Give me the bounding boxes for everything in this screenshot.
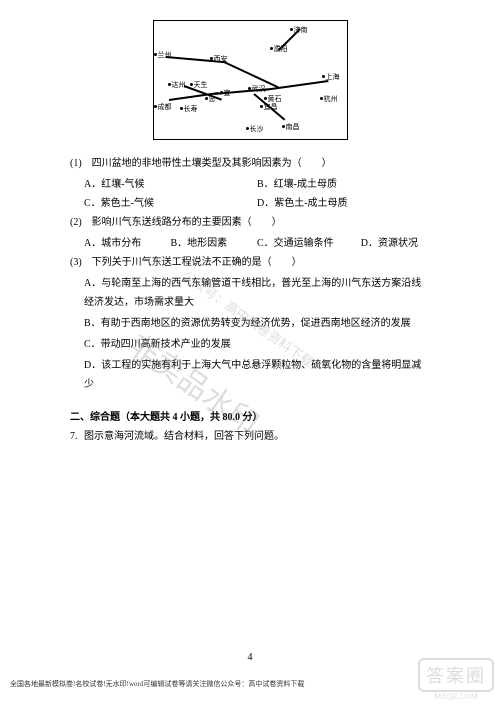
q7: 7.图示意海河流域。结合材料，回答下列问题。 <box>70 427 430 446</box>
map-city-dot <box>154 53 157 56</box>
q1-opt-b: B．红壤-成土母质 <box>257 175 430 194</box>
q3-opt-a: A．与轮南至上海的西气东输管道干线相比，普光至上海的川气东送方案沿线经济发达，市… <box>70 274 430 312</box>
map-label: 上海 <box>326 71 340 84</box>
q3-opt-b: B．有助于西南地区的资源优势转变为经济优势，促进西南地区经济的发展 <box>70 314 430 333</box>
corner-watermark-url: MXQE.COM <box>418 692 494 701</box>
map-city-dot <box>270 47 273 50</box>
q3-opt-d: D．该工程的实施有利于上海大气中总悬浮颗粒物、硫氧化物的含量将明显减少 <box>70 356 430 394</box>
map-label: 南昌 <box>286 121 300 134</box>
corner-watermark: 答案圈 MXQE.COM <box>418 658 494 701</box>
q2-opt-d: D．资源状况 <box>361 234 430 253</box>
map-city-dot <box>246 127 249 130</box>
map-city-dot <box>248 87 251 90</box>
map-label: 成都 <box>158 101 172 114</box>
q2-options: A．城市分布 B．地形因素 C．交通运输条件 D．资源状况 <box>70 234 430 253</box>
map-label: 黄石 <box>268 93 282 106</box>
q1-stem: (1) 四川盆地的非地带性土壤类型及其影响因素为（ ） <box>70 154 430 173</box>
q1-opt-c: C．紫色土-气候 <box>84 194 257 213</box>
map-city-dot <box>320 97 323 100</box>
page-content: 济南兰州西安濮阳达州天生武汉上海成都长寿宜昌杭州长沙南昌黄石宜忠 (1) 四川盆… <box>0 0 500 468</box>
q7-num: 7. <box>70 427 84 446</box>
map-city-dot <box>282 125 285 128</box>
q2-opt-a: A．城市分布 <box>84 234 171 253</box>
map-city-dot <box>220 91 223 94</box>
section2-title: 二、综合题（本大题共 4 小题，共 80.0 分） <box>70 408 430 427</box>
q3-stem: (3) 下列关于川气东送工程说法不正确的是（ ） <box>70 253 430 272</box>
map-city-dot <box>260 105 263 108</box>
map-city-dot <box>205 97 208 100</box>
q2-opt-c: C．交通运输条件 <box>257 234 361 253</box>
q1-options-row2: C．紫色土-气候 D．紫色土-成土母质 <box>70 194 430 213</box>
q1-options-row1: A．红壤-气候 B．红壤-成土母质 <box>70 175 430 194</box>
map-city-dot <box>190 83 193 86</box>
map-city-dot <box>264 97 267 100</box>
map-city-dot <box>322 75 325 78</box>
q7-stem: 图示意海河流域。结合材料，回答下列问题。 <box>84 431 284 442</box>
footer-text: 全国各地最新模拟卷!名校试卷!无水印!word可编辑试卷等请关注微信公众号：高中… <box>10 679 304 689</box>
map-city-dot <box>210 57 213 60</box>
q1-opt-d: D．紫色土-成土母质 <box>257 194 430 213</box>
map-city-dot <box>180 107 183 110</box>
map-label: 长寿 <box>184 103 198 116</box>
map-figure: 济南兰州西安濮阳达州天生武汉上海成都长寿宜昌杭州长沙南昌黄石宜忠 <box>153 20 348 140</box>
map-line <box>278 28 301 51</box>
q1-opt-a: A．红壤-气候 <box>84 175 257 194</box>
map-label: 杭州 <box>324 93 338 106</box>
map-city-dot <box>154 105 157 108</box>
map-city-dot <box>290 28 293 31</box>
q2-opt-b: B．地形因素 <box>171 234 258 253</box>
corner-watermark-box: 答案圈 <box>418 658 494 692</box>
map-label: 长沙 <box>250 123 264 136</box>
map-city-dot <box>168 83 171 86</box>
q2-stem: (2) 影响川气东送线路分布的主要因素（ ） <box>70 213 430 232</box>
q3-opt-c: C．带动四川高新技术产业的发展 <box>70 335 430 354</box>
